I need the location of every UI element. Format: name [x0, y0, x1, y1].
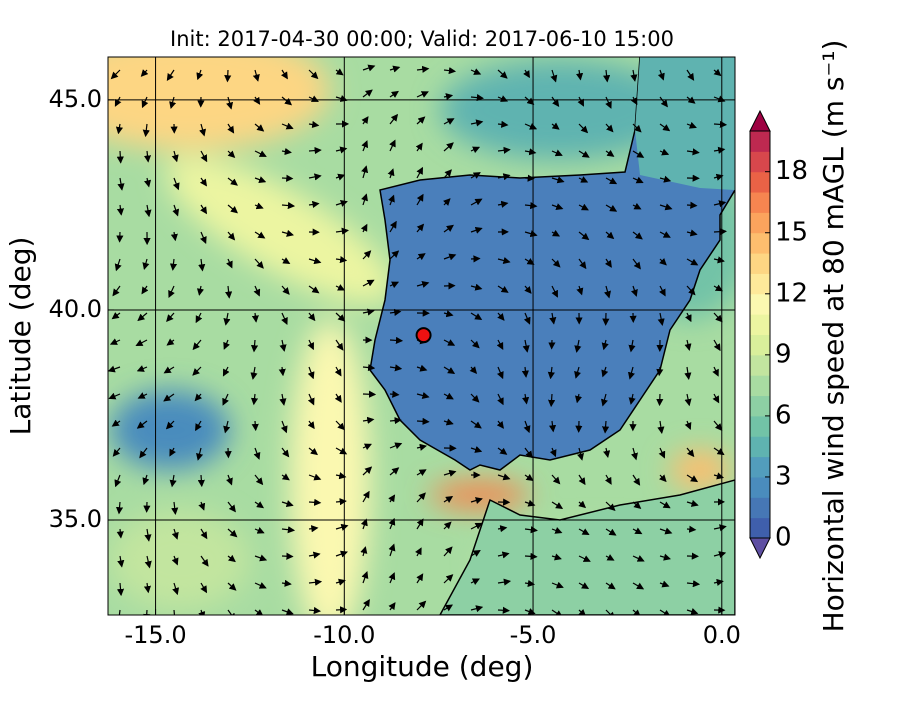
wind-arrow [659, 367, 660, 375]
colorbar-band [750, 151, 770, 172]
colorbar-band [750, 375, 770, 396]
wind-arrow [390, 394, 398, 395]
colorbar-band [750, 396, 770, 417]
colorbar-band [750, 335, 770, 356]
wind-arrow [498, 610, 509, 611]
wind-arrow [687, 529, 695, 530]
colorbar-under [750, 538, 770, 558]
colorbar-band [750, 233, 770, 254]
colorbar-band [750, 416, 770, 437]
colorbar-band [750, 253, 770, 274]
colorbar-tick-label: 3 [775, 461, 792, 491]
colorbar-band [750, 212, 770, 233]
colorbar-tick-label: 18 [775, 156, 808, 186]
colorbar-band [750, 436, 770, 457]
wind-arrow [120, 151, 121, 163]
x-tick-label: 0.0 [703, 621, 741, 649]
colorbar-over [750, 111, 770, 131]
wind-arrow [551, 394, 552, 406]
colorbar-band [750, 192, 770, 213]
y-tick-label: 35.0 [49, 505, 102, 533]
wind-arrow [525, 556, 536, 557]
colorbar-band [750, 131, 770, 152]
colorbar-band [750, 172, 770, 193]
wind-arrow [282, 178, 292, 179]
colorbar-label: Horizontal wind speed at 80 mAGL (m s⁻¹) [817, 40, 850, 633]
colorbar-tick-label: 12 [775, 278, 808, 308]
wind-arrow [309, 502, 320, 503]
colorbar-band [750, 273, 770, 294]
wind-arrow [714, 231, 726, 232]
x-tick-label: -15.0 [125, 621, 187, 649]
colorbar-band [750, 518, 770, 539]
colorbar-tick-label: 0 [775, 523, 792, 553]
wind-arrow [390, 340, 402, 341]
y-tick-label: 45.0 [49, 85, 102, 113]
colorbar-band [750, 294, 770, 315]
colorbar-band [750, 355, 770, 376]
wind-arrow [417, 421, 428, 422]
colorbar-tick-label: 6 [775, 400, 792, 430]
location-marker [417, 328, 431, 342]
colorbar-band [750, 314, 770, 335]
france-land [635, 57, 735, 190]
colorbar-band [750, 457, 770, 478]
colorbar-tick-label: 15 [775, 217, 808, 247]
wind-arrow [714, 124, 726, 125]
x-tick-label: -10.0 [313, 621, 375, 649]
wind-arrow [525, 178, 534, 179]
wind-arrow [255, 421, 256, 430]
chart-title: Init: 2017-04-30 00:00; Valid: 2017-06-1… [170, 27, 674, 51]
colorbar-band [750, 477, 770, 498]
colorbar-band [750, 497, 770, 518]
wind-arrow [201, 475, 202, 486]
field [50, 30, 750, 640]
wind-arrow [687, 205, 696, 206]
wind-arrow [282, 556, 292, 557]
wind-arrow [227, 70, 228, 81]
y-axis-label: Latitude (deg) [4, 237, 37, 436]
x-axis-label: Longitude (deg) [311, 650, 534, 683]
y-tick-label: 40.0 [49, 295, 102, 323]
x-tick-label: -5.0 [510, 621, 557, 649]
colorbar-tick-label: 9 [775, 339, 792, 369]
